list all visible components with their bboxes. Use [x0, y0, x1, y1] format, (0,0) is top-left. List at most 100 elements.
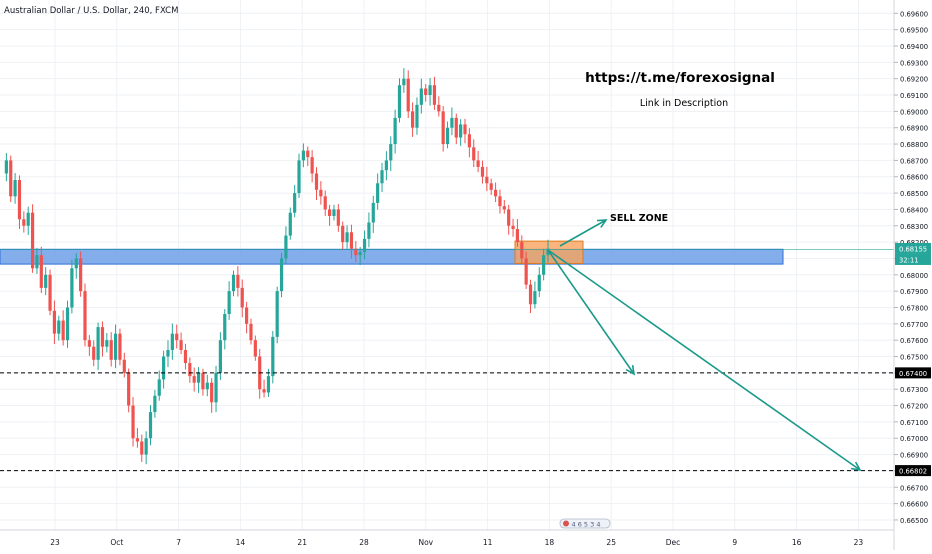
candle-body — [345, 232, 349, 243]
candle-body — [454, 117, 458, 138]
candle-body — [450, 117, 454, 128]
candle-body — [437, 104, 441, 112]
candle-body — [266, 376, 271, 393]
candle-body — [35, 255, 39, 269]
candle-body — [275, 291, 279, 337]
candle-body — [17, 180, 22, 220]
candle-body — [57, 320, 61, 334]
candle-body — [319, 189, 323, 197]
candle-body — [61, 320, 65, 341]
candle-body — [537, 274, 541, 292]
candle-body — [428, 85, 432, 96]
price-tick-label: 0.67600 — [900, 337, 928, 345]
price-tick-label: 0.69600 — [900, 10, 928, 18]
candle-body — [13, 180, 17, 197]
candle-body — [210, 382, 214, 403]
price-tick-label: 0.68400 — [900, 206, 928, 214]
forecast-arrow-head — [596, 219, 608, 228]
candle-body — [179, 340, 183, 350]
time-tick-label: 28 — [359, 538, 369, 547]
candle-body — [87, 340, 91, 347]
level-badge-bg — [895, 367, 931, 379]
candle-body — [74, 258, 78, 269]
price-tick-label: 0.69400 — [900, 43, 928, 51]
price-tick-label: 0.67300 — [900, 386, 928, 394]
price-tick-label: 0.68000 — [900, 272, 928, 280]
time-tick-label: 14 — [236, 538, 246, 547]
candle-body — [376, 183, 380, 203]
candle-body — [480, 166, 485, 177]
price-tick-label: 0.69100 — [900, 92, 928, 100]
candle-body — [336, 209, 340, 226]
time-tick-label: 25 — [606, 538, 616, 547]
price-tick-label: 0.68500 — [900, 190, 928, 198]
candle-body — [183, 349, 188, 364]
candle-body — [109, 340, 113, 360]
candle-body — [393, 117, 397, 145]
watermark-text: 4 6 5 3 4 — [572, 521, 601, 529]
candle-body — [39, 255, 43, 288]
time-axis[interactable]: 23 Oct 7 14 21 28 Nov 11 18 25 Dec 9 16 23 — [50, 538, 863, 547]
candle-body — [231, 274, 236, 292]
candle-body — [293, 193, 297, 213]
candle-body — [328, 209, 332, 216]
candle-body — [332, 209, 336, 216]
countdown-badge: 32:11 — [899, 256, 919, 264]
candle-body — [92, 346, 96, 360]
forecast-arrow-head — [850, 461, 862, 472]
level-lines — [0, 249, 894, 472]
candle-body — [389, 144, 393, 161]
forecast-arrow-line — [547, 249, 635, 375]
symbol-label: Australian Dollar / U.S. Dollar, 240, FX… — [4, 6, 178, 16]
candle-body — [96, 327, 100, 360]
candle-body — [245, 307, 249, 324]
forecast-arrow-head — [625, 364, 636, 376]
candle-body — [214, 372, 218, 403]
candle-body — [472, 147, 476, 161]
candle-body — [301, 150, 305, 161]
candle-body — [533, 291, 537, 305]
candle-body — [419, 88, 423, 105]
subtitle-annotation: Link in Description — [640, 98, 728, 109]
time-tick-label: 23 — [50, 538, 60, 547]
price-axis[interactable]: 0.69600 0.69500 0.69400 0.69300 0.69200 0.691… — [894, 10, 928, 525]
candle-body — [192, 376, 196, 383]
candle-body — [105, 340, 109, 347]
price-tick-label: 0.68600 — [900, 174, 928, 182]
price-tick-label: 0.69200 — [900, 76, 928, 84]
candle-body — [26, 212, 30, 226]
candle-body — [467, 134, 471, 148]
candle-body — [4, 160, 8, 174]
price-tick-label: 0.67700 — [900, 321, 928, 329]
candle-body — [44, 274, 48, 288]
forecast-arrow-line — [559, 219, 607, 247]
current-price-badge-bg — [895, 242, 931, 254]
candle-body — [83, 291, 87, 341]
sell-zone-label: SELL ZONE — [610, 213, 668, 224]
candle-body — [310, 157, 314, 174]
candle-body — [424, 88, 428, 96]
candle-body — [542, 255, 546, 275]
candle-body — [22, 219, 26, 226]
candle-body — [489, 183, 493, 190]
candle-body — [432, 85, 437, 105]
candle-body — [65, 307, 70, 341]
candle-body — [402, 78, 406, 86]
candle-body — [459, 124, 463, 138]
candle-body — [371, 202, 375, 223]
forecast-arrows — [547, 219, 862, 472]
candle-body — [140, 441, 144, 455]
forecast-arrow-line — [547, 249, 861, 471]
candle-body — [271, 336, 275, 377]
level-badge: 0.66802 — [899, 468, 927, 476]
price-tick-label: 0.69300 — [900, 59, 928, 67]
candle-body — [170, 333, 174, 350]
countdown-badge-bg — [895, 253, 931, 265]
candle-body — [354, 248, 358, 256]
price-tick-label: 0.69500 — [900, 27, 928, 35]
price-tick-label: 0.66900 — [900, 452, 928, 460]
candle-body — [507, 209, 511, 226]
candle-body — [240, 287, 244, 308]
